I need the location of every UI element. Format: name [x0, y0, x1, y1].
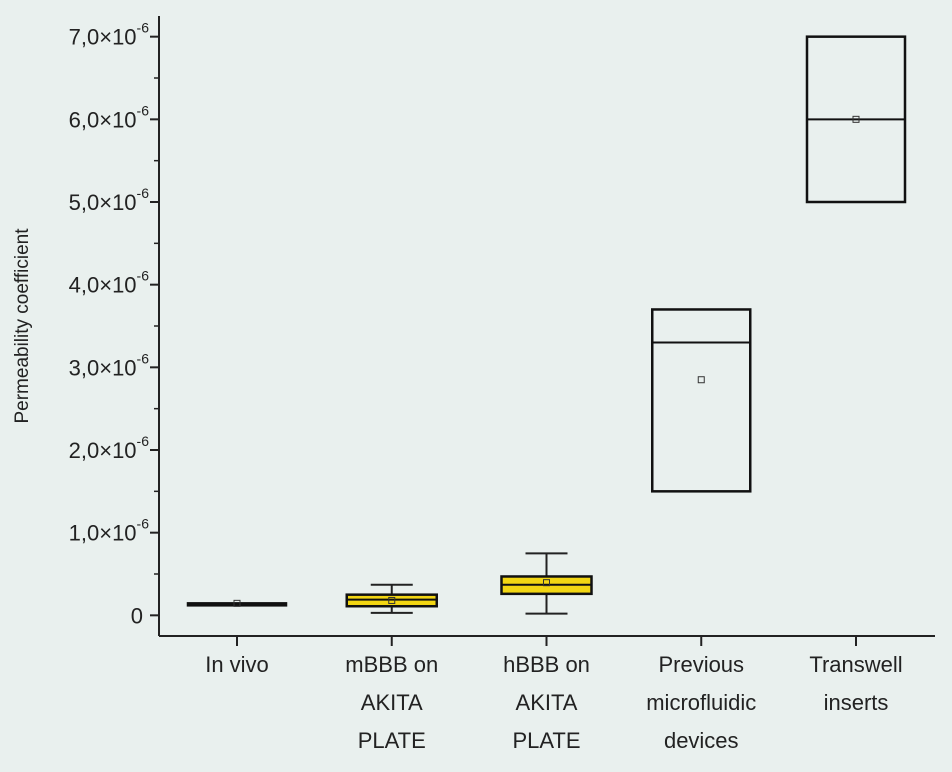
box-group	[805, 35, 907, 646]
box-group	[500, 552, 593, 646]
y-tick-label: 4,0×10-6	[69, 268, 150, 298]
x-category-label: Transwell inserts	[809, 652, 902, 715]
box	[651, 308, 752, 493]
y-tick-label: 2,0×10-6	[69, 433, 150, 463]
x-category-label: hBBB on AKITA PLATE	[503, 652, 590, 753]
y-ticks: 0 1,0×10-6 2,0×10-6 3,0×10-6 4,0×10-6 5,0×10-…	[69, 20, 159, 628]
boxes	[186, 35, 907, 646]
x-category-label: In vivo	[205, 652, 269, 677]
y-axis-label: Permeability coefficient	[12, 228, 33, 424]
mean-marker	[543, 579, 550, 587]
box-group	[186, 599, 288, 646]
y-tick-label: 1,0×10-6	[69, 516, 150, 546]
x-category-label: mBBB on AKITA PLATE	[345, 652, 438, 753]
axes	[158, 16, 935, 637]
x-category-label: Previous microfluidic devices	[646, 652, 756, 753]
mean-marker	[697, 376, 705, 384]
y-tick-label: 5,0×10-6	[69, 185, 150, 215]
y-tick-label: 7,0×10-6	[69, 20, 150, 50]
mean-marker	[233, 599, 241, 607]
y-tick-label: 0	[131, 603, 143, 628]
box-group	[345, 583, 438, 646]
x-tick-labels: In vivo mBBB on AKITA PLATE hBBB on AKITA PLAT…	[205, 652, 902, 753]
y-tick-label: 6,0×10-6	[69, 102, 150, 132]
mean-marker	[388, 596, 396, 604]
y-tick-label: 3,0×10-6	[69, 350, 150, 380]
mean-marker	[852, 115, 860, 123]
box-group	[651, 308, 752, 646]
